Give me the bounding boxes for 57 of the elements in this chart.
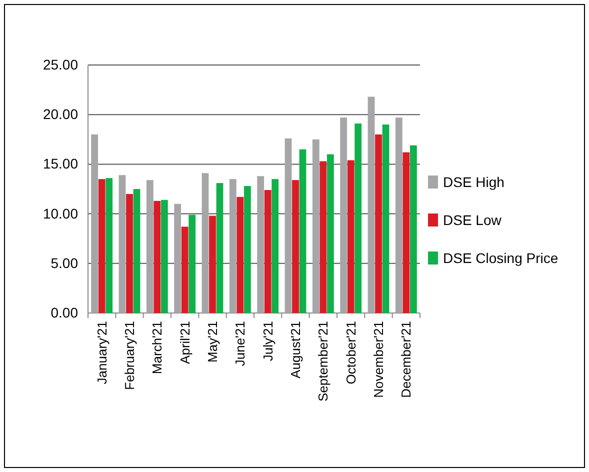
bar (154, 200, 161, 313)
legend-label: DSE Low (443, 212, 502, 228)
bar (382, 124, 390, 313)
bar (244, 186, 251, 313)
bar (181, 226, 188, 313)
bar (284, 138, 292, 313)
legend-label: DSE High (443, 174, 504, 190)
x-tick-label: June'21 (232, 321, 248, 366)
y-tick-label: 10.00 (42, 205, 78, 222)
x-tick-label: September'21 (316, 321, 331, 402)
y-tick-label: 20.00 (42, 106, 78, 122)
bar (257, 176, 264, 313)
bar (236, 196, 244, 313)
bar (188, 214, 196, 313)
bar (106, 178, 113, 313)
bar (126, 194, 133, 313)
bar (395, 118, 402, 313)
y-tick-label: 5.00 (50, 254, 78, 271)
y-tick-label: 15.00 (42, 156, 78, 172)
bar (146, 180, 154, 313)
bar (299, 149, 306, 313)
bar (174, 204, 182, 313)
bar (292, 180, 299, 313)
bar (340, 118, 348, 313)
bar (326, 154, 334, 313)
x-tick-label: July'21 (260, 321, 276, 362)
bar (91, 134, 98, 313)
x-tick-label: May'21 (205, 321, 220, 363)
bar (354, 124, 362, 313)
x-tick-label: February'21 (122, 321, 138, 390)
bar (402, 152, 410, 313)
bar (216, 183, 224, 313)
bar (98, 179, 106, 313)
bar (375, 134, 382, 313)
x-tick-label: August'21 (288, 321, 304, 378)
bar (347, 160, 354, 313)
bar (229, 179, 236, 313)
y-tick-label: 25.00 (42, 56, 78, 72)
bar (272, 179, 279, 313)
x-tick-label: April'21 (177, 321, 192, 364)
bar (368, 96, 375, 313)
legend-label: DSE Closing Price (443, 250, 558, 266)
bar (410, 145, 417, 313)
x-tick-label: December'21 (398, 321, 414, 398)
bar (320, 161, 327, 313)
x-tick-label: October'21 (343, 321, 358, 384)
y-tick-label: 0.00 (50, 304, 78, 320)
x-tick-label: January'21 (94, 321, 110, 384)
x-tick-label: March'21 (150, 321, 165, 374)
bar (133, 189, 140, 313)
bar (209, 216, 216, 313)
bar (312, 139, 320, 313)
x-tick-label: November'21 (371, 321, 386, 398)
bar (160, 200, 168, 313)
bar (264, 190, 272, 313)
bar (118, 175, 126, 313)
bar (202, 173, 209, 313)
